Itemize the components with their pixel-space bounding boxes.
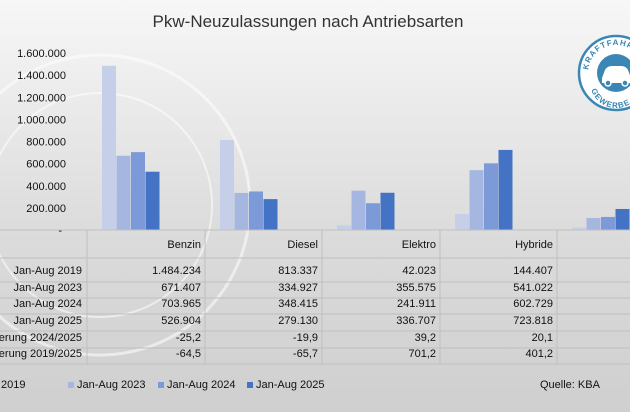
category-label: Hybride [515, 239, 553, 251]
y-tick-label: 1.400.000 [17, 70, 66, 82]
legend-label: Jan-Aug 2023 [77, 379, 146, 391]
bar [455, 214, 469, 230]
table-cell: 241.911 [397, 298, 436, 310]
table-cell: 355.575 [396, 282, 436, 294]
source-note: Quelle: KBA [540, 379, 601, 391]
category-labels: BenzinDieselElektroHybridedavon Plug-in-… [167, 239, 553, 251]
table-cell: 39,2 [415, 332, 436, 344]
table-cell: 348.415 [278, 298, 318, 310]
bar [380, 192, 395, 230]
bars [102, 65, 630, 230]
data-table-grid [0, 229, 630, 365]
category-label: Elektro [402, 239, 436, 251]
bar [220, 140, 234, 230]
bar [249, 191, 263, 230]
bar [498, 149, 513, 230]
table-cell: 279.130 [278, 315, 318, 327]
y-tick-label: 1.600.000 [17, 48, 66, 60]
car-icon [602, 66, 630, 87]
table-cell: 723.818 [513, 315, 553, 327]
legend-swatch [68, 382, 74, 388]
table-cell: 20,1 [532, 332, 553, 344]
bar [366, 203, 380, 230]
y-axis: - 200.000 400.000 600.000 800.000 1.000.000 1.… [17, 48, 66, 237]
data-table: Jan-Aug 2019 1.484.234 813.337 42.023 144.40… [0, 265, 553, 360]
bar [484, 163, 498, 230]
table-row-label: Jan-Aug 2024 [14, 298, 83, 310]
category-label: Diesel [287, 239, 318, 251]
y-tick-label: 1.000.000 [17, 114, 66, 126]
table-row-label: Veränderung 2019/2025 [0, 348, 82, 360]
table-cell: 703.965 [161, 298, 201, 310]
table-cell: 144.407 [513, 265, 553, 277]
table-cell: 602.729 [513, 298, 553, 310]
category-label: Benzin [167, 239, 201, 251]
legend-label: Jan-Aug 2025 [256, 379, 325, 391]
table-row-label: Jan-Aug 2019 [14, 265, 83, 277]
y-tick-label: 1.200.000 [17, 92, 66, 104]
y-tick-label: - [58, 225, 62, 237]
bar [131, 152, 145, 230]
legend: Jan-Aug 2019 Jan-Aug 2023 Jan-Aug 2024 Jan-… [0, 379, 325, 391]
chart-title: Pkw-Neuzulassungen nach Antriebsarten [153, 12, 464, 31]
table-cell: 701,2 [408, 348, 436, 360]
legend-label: Jan-Aug 2019 [0, 379, 26, 391]
table-cell: -64,5 [176, 348, 201, 360]
table-cell: 526.904 [161, 315, 201, 327]
y-tick-label: 800.000 [26, 137, 66, 149]
legend-label: Jan-Aug 2024 [167, 379, 236, 391]
table-cell: 336.707 [396, 315, 436, 327]
y-tick-label: 600.000 [26, 159, 66, 171]
y-tick-label: 200.000 [26, 203, 66, 215]
table-cell: 42.023 [402, 265, 436, 277]
bar [337, 225, 351, 230]
table-cell: 401,2 [525, 348, 553, 360]
table-row-label: Jan-Aug 2023 [14, 282, 83, 294]
table-cell: 671.407 [161, 282, 201, 294]
bar [615, 208, 630, 230]
bar [234, 192, 249, 230]
table-cell: -19,9 [293, 332, 318, 344]
table-cell: 334.927 [278, 282, 318, 294]
legend-swatch [247, 382, 253, 388]
table-row-label: Jan-Aug 2025 [14, 315, 83, 327]
bar [469, 170, 484, 230]
bar [601, 216, 615, 230]
kraftfahrzeug-gewerbe-logo: KRAFTFAHRZEUG GEWERBE [577, 34, 630, 112]
bar [102, 65, 116, 230]
bar [116, 155, 131, 230]
table-cell: 1.484.234 [152, 265, 201, 277]
bar [263, 199, 278, 230]
table-cell: -65,7 [293, 348, 318, 360]
bar [351, 190, 366, 230]
bar [572, 227, 586, 230]
legend-swatch [158, 382, 164, 388]
bar [145, 171, 160, 230]
table-cell: 813.337 [278, 265, 318, 277]
bar [586, 218, 601, 230]
table-cell: 541.022 [513, 282, 553, 294]
y-tick-label: 400.000 [26, 181, 66, 193]
table-cell: -25,2 [176, 332, 201, 344]
table-row-label: Veränderung 2024/2025 [0, 332, 82, 344]
